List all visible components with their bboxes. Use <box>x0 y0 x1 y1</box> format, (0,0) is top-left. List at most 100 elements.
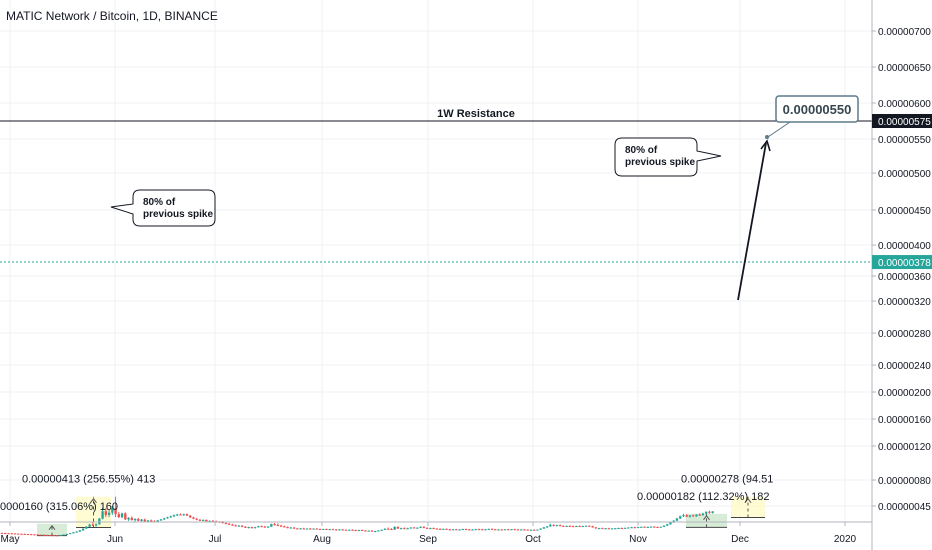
candle-body <box>17 533 20 535</box>
candle-body <box>545 526 549 528</box>
callout-line-1: 80% of <box>625 145 658 156</box>
candle-body <box>698 514 701 516</box>
resistance-label: 1W Resistance <box>437 108 515 120</box>
callout-bubble <box>614 137 722 177</box>
candle-body <box>195 518 198 520</box>
y-tick-label: 0.00000700 <box>878 27 931 38</box>
measurement-box <box>37 523 67 536</box>
candle-body <box>91 524 95 526</box>
candle-body <box>448 529 452 531</box>
candle-body <box>529 529 533 531</box>
candle-body <box>263 526 267 528</box>
candle-body <box>383 528 387 530</box>
arrow-head <box>703 514 710 521</box>
candle-body <box>659 526 662 528</box>
x-tick-label: 2020 <box>834 534 857 545</box>
candle-body <box>691 515 695 517</box>
x-tick-label: Nov <box>629 534 647 545</box>
candle-body <box>114 508 117 515</box>
candle-body <box>338 529 341 531</box>
candle-body <box>10 533 13 535</box>
candle-body <box>532 529 536 531</box>
candle-body <box>451 529 455 531</box>
candle-body <box>666 524 669 526</box>
candle-body <box>523 529 526 531</box>
candle-body <box>46 534 49 536</box>
candle-body <box>409 527 413 529</box>
candle-body <box>30 534 33 536</box>
x-tick-label: May <box>1 534 20 545</box>
candle-body <box>487 528 490 530</box>
y-tick-label: 0.00000280 <box>878 329 931 340</box>
candle-body <box>286 527 289 529</box>
candle-body <box>461 529 464 531</box>
candle-body <box>68 533 72 535</box>
candle-body <box>601 528 604 530</box>
candle-body <box>562 525 565 527</box>
candle-body <box>471 529 474 531</box>
measurement-label: 0.00000278 (94.51 <box>681 474 773 486</box>
candle-body <box>237 525 241 527</box>
candle-body <box>588 525 591 527</box>
candle-body <box>607 528 611 530</box>
candle-body <box>425 527 429 529</box>
candle-body <box>614 528 617 530</box>
x-tick-label: Dec <box>731 534 749 545</box>
candle-body <box>166 517 169 519</box>
candle-body <box>497 529 500 531</box>
candle-body <box>85 526 88 529</box>
candle-body <box>578 526 581 528</box>
candle-body <box>552 524 555 526</box>
candle-body <box>685 515 688 517</box>
x-tick-label: Aug <box>313 534 331 545</box>
candle-body <box>464 529 468 531</box>
candle-body <box>101 511 104 519</box>
candle-body <box>373 531 377 533</box>
candle-body <box>351 529 354 531</box>
target-pointer <box>767 121 791 138</box>
y-tick-label: 0.00000500 <box>878 169 931 180</box>
candle-body <box>273 524 276 526</box>
y-tick-label: 0.00000450 <box>878 206 931 217</box>
candle-body <box>393 526 396 530</box>
candle-body <box>231 524 234 526</box>
candle-body <box>104 511 108 515</box>
candle-body <box>565 525 568 527</box>
candle-body <box>477 529 481 531</box>
candle-body <box>302 528 305 530</box>
y-tick-label: 0.00000045 <box>878 502 931 513</box>
candle-body <box>39 534 43 536</box>
candle-body <box>137 519 140 521</box>
candle-body <box>377 530 380 532</box>
candle-body <box>335 529 338 531</box>
candle-body <box>571 526 575 528</box>
candle-body <box>708 511 711 513</box>
candle-body <box>312 528 315 530</box>
candle-body <box>270 524 273 527</box>
candle-body <box>597 528 601 530</box>
candle-body <box>127 517 130 520</box>
candle-body <box>643 526 646 528</box>
candle-body <box>555 525 559 527</box>
candle-body <box>179 514 182 516</box>
target-dot <box>765 135 769 139</box>
candle-body <box>13 533 17 535</box>
candle-body <box>341 529 344 531</box>
candle-body <box>299 528 302 530</box>
candle-body <box>386 528 390 530</box>
candle-body <box>208 520 211 522</box>
candle-body <box>185 514 189 516</box>
candle-body <box>623 527 627 529</box>
candle-body <box>283 526 286 528</box>
x-tick-label: Jun <box>107 534 123 545</box>
candle-body <box>198 519 202 521</box>
candle-body <box>348 529 351 531</box>
candle-body <box>33 534 36 536</box>
callout-bubble <box>110 189 216 227</box>
candle-body <box>494 529 497 531</box>
callout-line-1: 80% of <box>143 197 176 208</box>
candle-body <box>442 528 445 530</box>
candle-body <box>558 525 562 527</box>
